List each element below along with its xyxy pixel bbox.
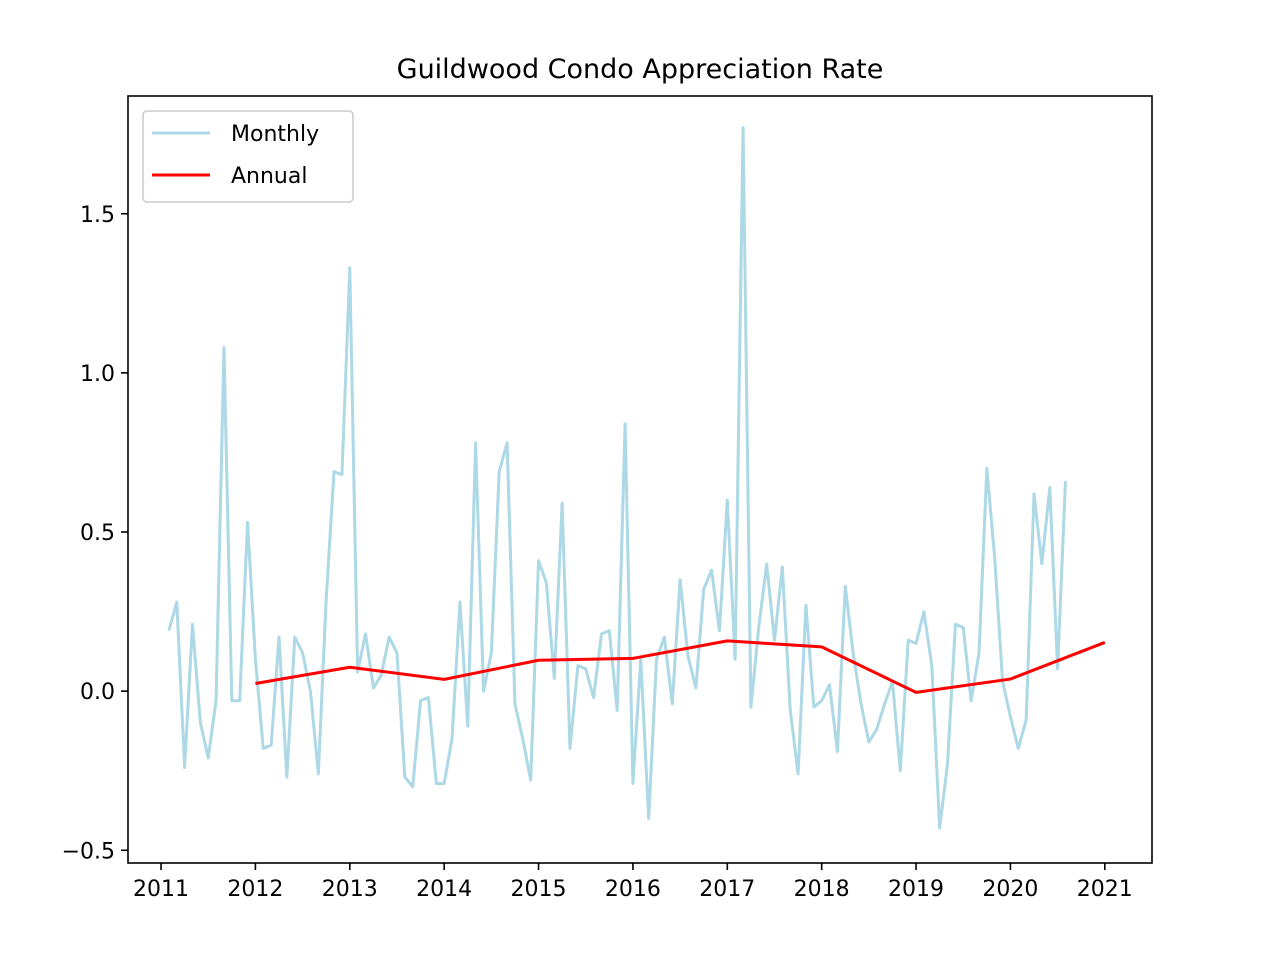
x-tick-label: 2021 bbox=[1077, 877, 1133, 902]
legend-label-annual: Annual bbox=[231, 164, 307, 189]
axes: 2011 2012 2013 2014 2015 2016 2017 2018 2019 2020… bbox=[62, 95, 1153, 902]
x-tick-label: 2015 bbox=[511, 877, 567, 902]
chart-title: Guildwood Condo Appreciation Rate bbox=[397, 54, 884, 85]
x-tick-label: 2017 bbox=[699, 877, 755, 902]
x-tick-label: 2012 bbox=[227, 877, 283, 902]
axes-frame bbox=[127, 95, 1153, 864]
y-tick-label: −0.5 bbox=[62, 839, 115, 864]
x-tick-label: 2020 bbox=[982, 877, 1038, 902]
monthly-series-line bbox=[167, 126, 1067, 830]
y-tick-label: 1.0 bbox=[80, 362, 115, 387]
y-tick-label: 1.5 bbox=[80, 203, 115, 228]
y-tick-label: 0.5 bbox=[80, 521, 115, 546]
x-tick-label: 2018 bbox=[794, 877, 850, 902]
y-tick-label: 0.0 bbox=[80, 680, 115, 705]
annual-series-line bbox=[255, 639, 1106, 694]
plot-area bbox=[167, 126, 1106, 830]
x-tick-label: 2014 bbox=[416, 877, 472, 902]
x-tick-label: 2013 bbox=[322, 877, 378, 902]
legend-label-monthly: Monthly bbox=[231, 122, 319, 147]
x-tick-label: 2016 bbox=[605, 877, 661, 902]
legend: Monthly Annual bbox=[142, 110, 354, 203]
x-tick-label: 2011 bbox=[133, 877, 189, 902]
x-tick-label: 2019 bbox=[888, 877, 944, 902]
